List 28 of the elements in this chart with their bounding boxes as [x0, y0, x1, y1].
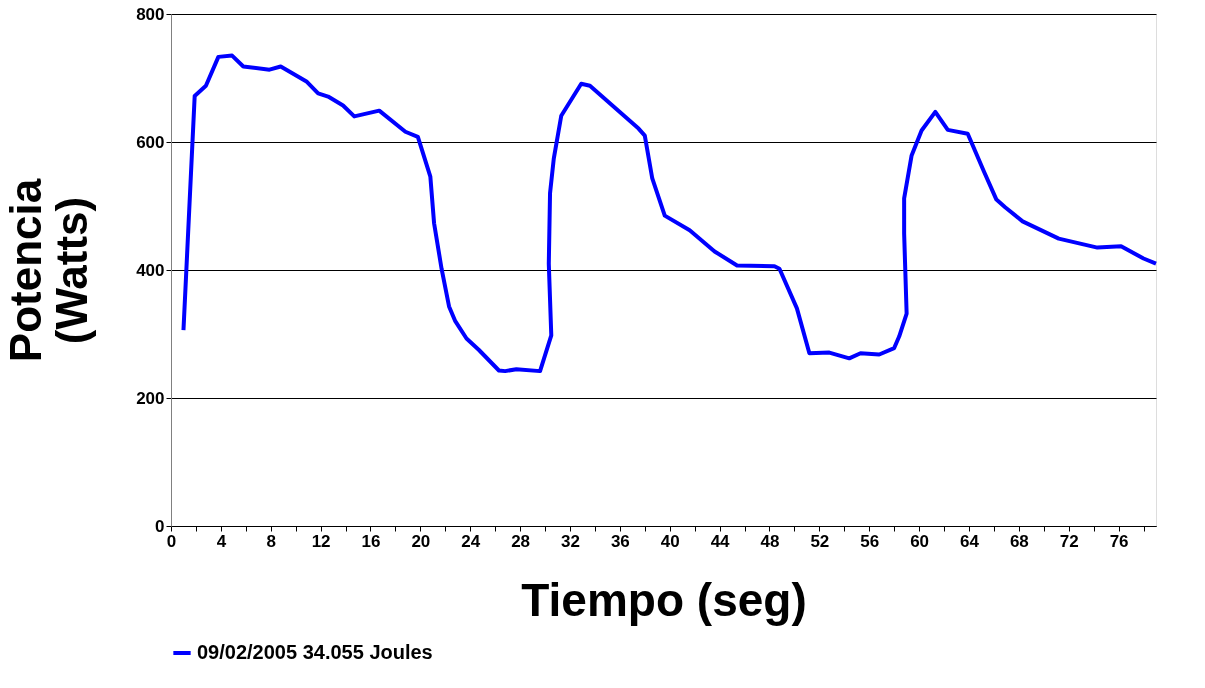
x-tick-label: 64 — [960, 531, 980, 551]
x-tick-label: 12 — [311, 531, 331, 551]
x-tick-label: 40 — [660, 531, 680, 551]
y-tick-label: 800 — [136, 4, 165, 24]
legend-label: 09/02/2005 34.055 Joules — [197, 641, 433, 663]
x-tick-label: 4 — [216, 531, 227, 551]
x-tick-label: 44 — [710, 531, 731, 551]
x-tick-label: 36 — [610, 531, 630, 551]
x-tick-label: 72 — [1059, 531, 1079, 551]
y-tick-label: 400 — [136, 260, 165, 280]
y-axis-title: Potencia (Watts) — [1, 178, 97, 363]
x-tick-label: 56 — [860, 531, 880, 551]
x-tick-label: 68 — [1009, 531, 1029, 551]
x-tick-label: 24 — [461, 531, 481, 551]
y-tick-label: 600 — [136, 132, 165, 152]
x-tick-label: 28 — [511, 531, 531, 551]
x-tick-label: 48 — [760, 531, 780, 551]
x-tick-label: 60 — [910, 531, 930, 551]
x-tick-label: 16 — [361, 531, 381, 551]
x-tick-label: 20 — [411, 531, 431, 551]
x-axis-title: Tiempo (seg) — [521, 573, 807, 626]
x-tick-label: 52 — [810, 531, 830, 551]
y-tick-label: 200 — [136, 388, 165, 408]
x-tick-label: 8 — [266, 531, 276, 551]
x-tick-label: 76 — [1109, 531, 1129, 551]
y-tick-label: 0 — [155, 516, 165, 536]
line-series — [181, 53, 1158, 374]
x-tick-label: 32 — [561, 531, 580, 551]
